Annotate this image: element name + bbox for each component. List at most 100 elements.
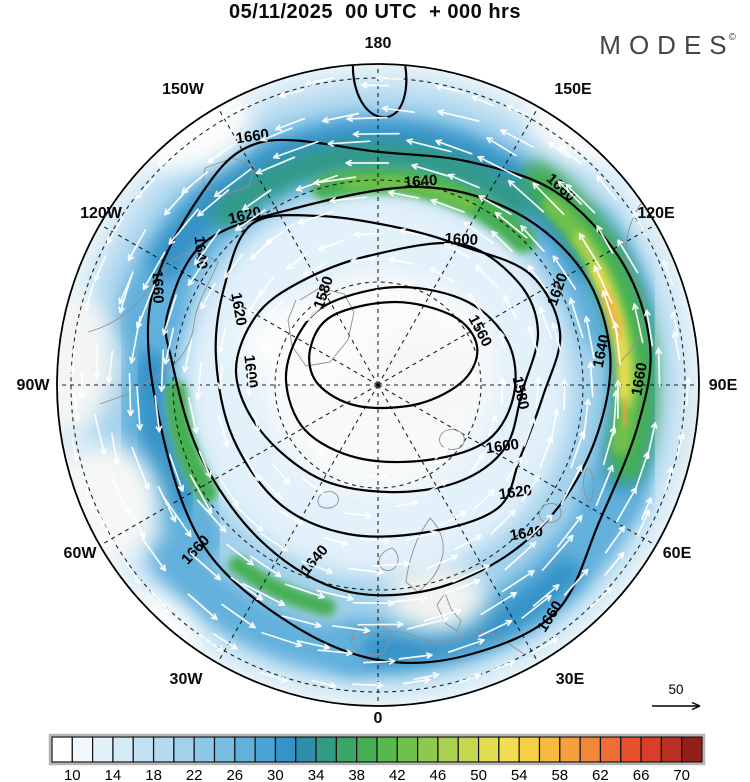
colorbar-frame xyxy=(48,733,706,766)
wind-arrow xyxy=(539,436,554,469)
colorbar-tick-label: 26 xyxy=(226,767,243,782)
wind-arrow xyxy=(242,582,286,606)
wind-arrow xyxy=(560,464,583,505)
wind-arrow xyxy=(357,621,404,628)
wind-arrow xyxy=(636,509,651,538)
wind-arrow xyxy=(158,349,166,393)
colorbar-cell xyxy=(92,736,114,763)
colorbar-tick-label: 22 xyxy=(186,767,203,782)
wind-arrow xyxy=(128,506,146,539)
wind-arrow xyxy=(457,673,482,684)
lon-label-0: 0 xyxy=(374,710,383,727)
wind-arrow xyxy=(94,414,107,456)
colorbar-tick-label: 50 xyxy=(470,767,487,782)
wind-arrow xyxy=(212,632,238,650)
wind-arrow xyxy=(587,361,595,398)
colorbar-tick-label: 34 xyxy=(308,767,325,782)
wind-arrow xyxy=(158,144,182,167)
wind-arrow xyxy=(437,109,480,122)
wind-arrow xyxy=(157,485,177,523)
wind-arrow xyxy=(230,576,264,601)
wind-arrow xyxy=(141,537,167,572)
wind-arrow xyxy=(187,396,199,435)
colorbar-cell xyxy=(335,736,358,763)
shading-band xyxy=(228,555,336,617)
colorbar-tick-label: 62 xyxy=(592,767,609,782)
wind-arrow xyxy=(346,115,388,123)
colorbar-cell xyxy=(295,736,317,763)
wind-arrow xyxy=(376,74,404,82)
coastline xyxy=(287,287,355,367)
wind-arrow xyxy=(271,463,291,485)
wind-reference-arrow-icon xyxy=(652,701,701,711)
wind-arrow xyxy=(550,408,560,442)
wind-arrow xyxy=(523,417,536,447)
wind-arrow xyxy=(527,325,540,357)
lon-label-90E: 90E xyxy=(709,377,738,394)
wind-arrow xyxy=(332,624,371,634)
wind-arrow xyxy=(189,474,213,514)
map-boundary-circle xyxy=(56,63,700,707)
wind-arrow xyxy=(131,446,150,490)
lon-label-180: 180 xyxy=(365,35,392,52)
wind-arrow xyxy=(252,410,261,433)
colorbar-cell xyxy=(112,736,134,763)
wind-arrow xyxy=(531,637,559,654)
wind-arrow xyxy=(430,198,465,213)
wind-arrow xyxy=(352,681,384,689)
wind-arrow xyxy=(475,265,500,290)
wind-arrow xyxy=(118,271,134,305)
colorbar-cell xyxy=(274,736,297,763)
wind-arrow xyxy=(470,371,477,391)
wind-arrow xyxy=(563,568,589,596)
wind-arrow xyxy=(218,477,239,508)
wind-arrow xyxy=(181,171,209,194)
wind-arrow xyxy=(163,327,175,365)
wind-arrow xyxy=(207,140,239,164)
contour-label: 1640 xyxy=(509,523,544,544)
wind-arrow xyxy=(266,298,285,320)
coastline xyxy=(378,547,399,571)
wind-arrow xyxy=(486,136,517,157)
meridian-line xyxy=(217,106,379,386)
wind-arrow xyxy=(435,139,473,155)
calm-area xyxy=(58,290,115,430)
wind-arrow xyxy=(71,437,80,462)
wind-arrow xyxy=(135,283,156,329)
wind-arrow xyxy=(198,450,212,478)
wind-arrow xyxy=(261,327,275,354)
wind-arrow xyxy=(447,173,480,189)
wind-arrow xyxy=(187,593,218,621)
wind-arrow xyxy=(426,554,459,570)
colorbar-cell xyxy=(152,736,175,763)
wind-arrow xyxy=(556,515,583,548)
contour-label: 1600 xyxy=(485,436,520,457)
wind-arrow xyxy=(447,638,485,653)
colorbar-cell xyxy=(620,736,642,763)
wind-arrow xyxy=(234,209,266,231)
wind-arrow xyxy=(501,570,535,593)
wind-arrow xyxy=(321,112,360,124)
coastline xyxy=(349,630,525,655)
wind-arrow xyxy=(406,616,450,630)
colorbar-cell xyxy=(437,736,459,763)
coastlines xyxy=(87,157,646,657)
wind-arrow xyxy=(552,255,577,290)
wind-arrow xyxy=(258,275,275,297)
colorbar-tick-label: 18 xyxy=(145,767,162,782)
wind-arrow xyxy=(454,534,482,551)
wind-arrow xyxy=(500,129,534,148)
lon-label-150E: 150E xyxy=(554,81,592,98)
wind-arrow xyxy=(127,372,134,417)
wind-arrow xyxy=(388,256,415,265)
wind-arrow xyxy=(217,327,227,354)
meridian-line xyxy=(99,384,379,546)
wind-arrow xyxy=(221,603,256,629)
longitude-labels: 180 150W 150E 120W 120E 90W 90E 60W 60E 30W 30E 0 xyxy=(17,35,738,727)
colorbar-cell xyxy=(457,736,480,763)
contour-line-1600 xyxy=(234,241,540,494)
wind-arrow xyxy=(272,140,319,160)
wind-arrow xyxy=(226,543,254,566)
wind-arrow xyxy=(437,313,450,327)
lon-label-60W: 60W xyxy=(64,545,98,562)
